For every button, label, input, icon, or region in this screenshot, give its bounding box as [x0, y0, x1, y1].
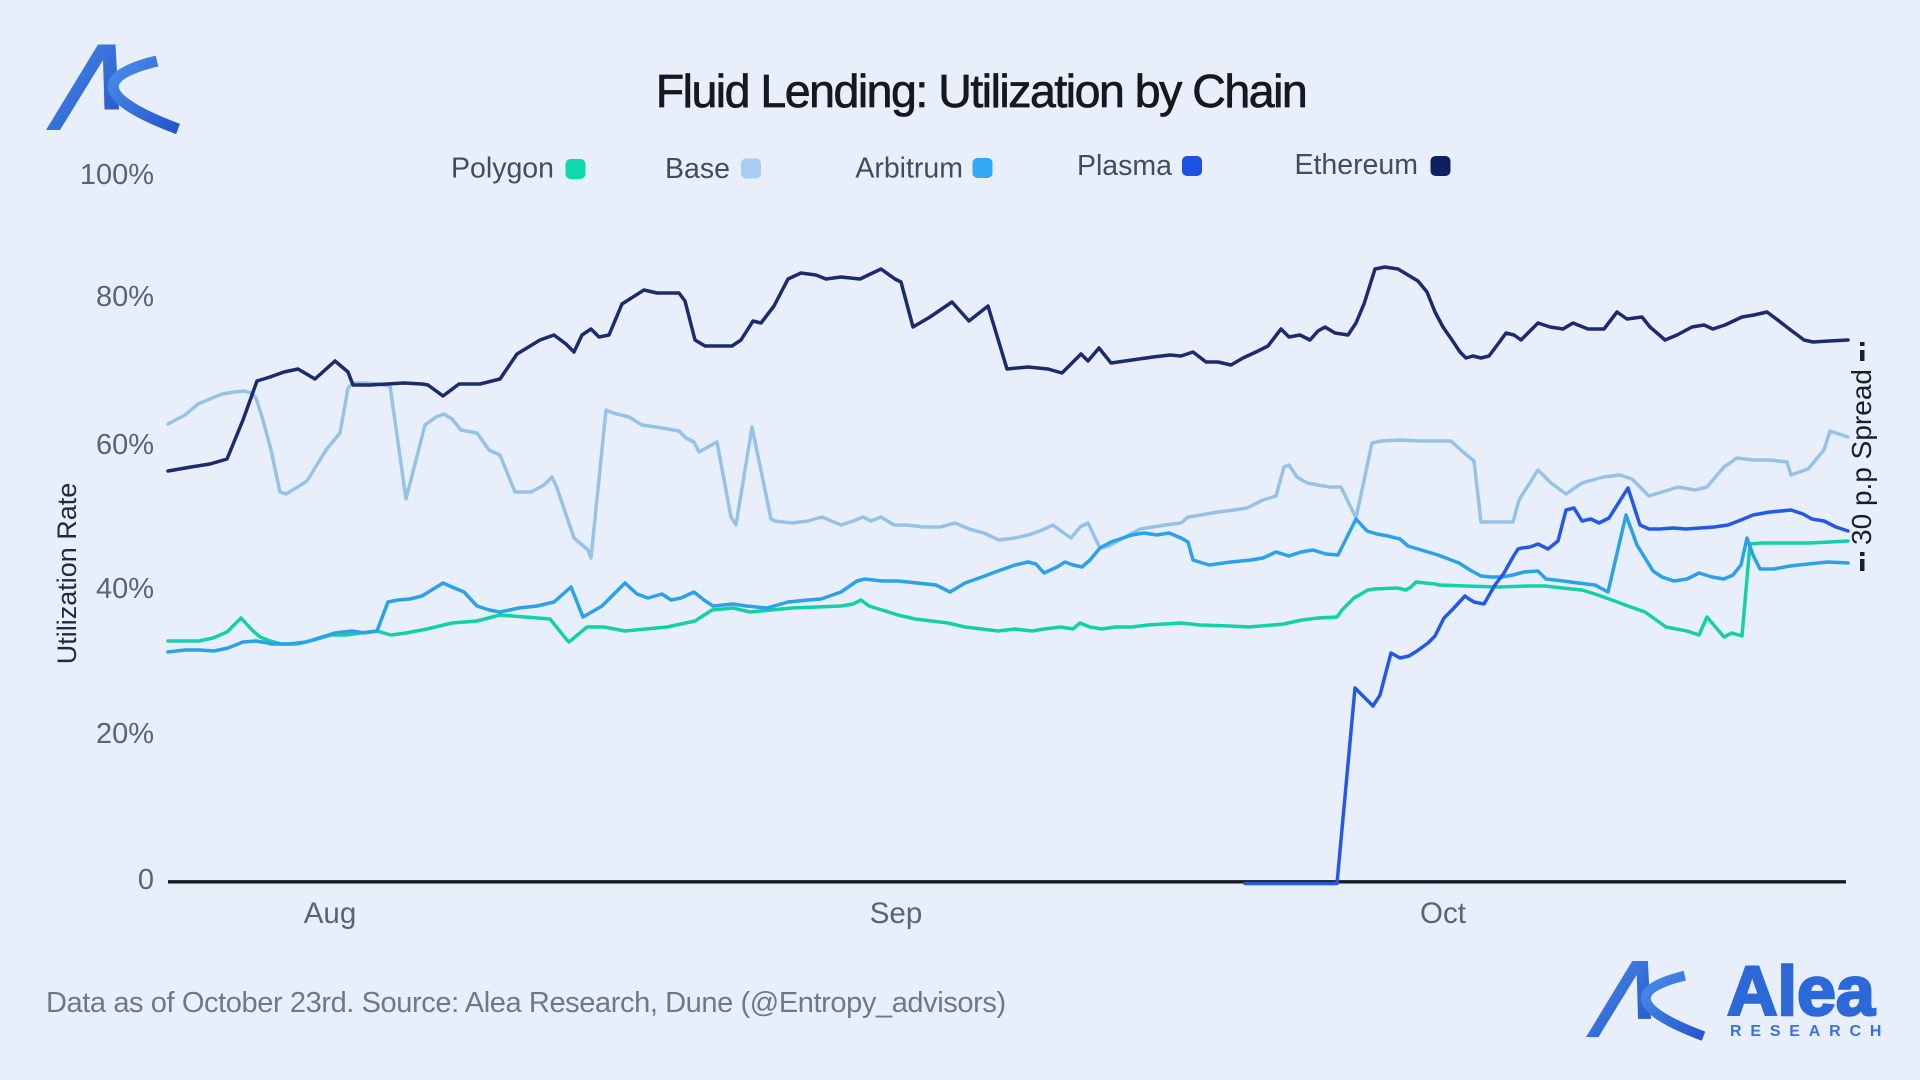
svg-text:Ethereum: Ethereum: [1294, 149, 1418, 181]
svg-text:RESEARCH: RESEARCH: [1730, 1023, 1890, 1040]
svg-text:Alea: Alea: [1727, 952, 1876, 1030]
svg-text:20%: 20%: [96, 718, 154, 750]
svg-text:30 p.p Spread: 30 p.p Spread: [1846, 369, 1877, 545]
svg-text:Polygon: Polygon: [451, 153, 554, 185]
svg-text:40%: 40%: [96, 573, 154, 605]
svg-text:0: 0: [138, 864, 154, 896]
svg-text:80%: 80%: [96, 281, 154, 313]
svg-text:Arbitrum: Arbitrum: [855, 153, 963, 185]
svg-text:100%: 100%: [80, 159, 154, 191]
svg-text:Base: Base: [665, 153, 730, 185]
svg-text:Aug: Aug: [304, 897, 357, 930]
svg-text:60%: 60%: [96, 429, 154, 461]
svg-text:Utilization Rate: Utilization Rate: [52, 483, 82, 665]
svg-text:Oct: Oct: [1420, 897, 1466, 930]
svg-text:Plasma: Plasma: [1077, 150, 1172, 182]
svg-text:Data as of October 23rd. Sourc: Data as of October 23rd. Source: Alea Re…: [46, 987, 1006, 1019]
svg-text:Fluid Lending: Utilization by: Fluid Lending: Utilization by Chain: [656, 65, 1307, 117]
svg-text:Sep: Sep: [870, 897, 923, 930]
